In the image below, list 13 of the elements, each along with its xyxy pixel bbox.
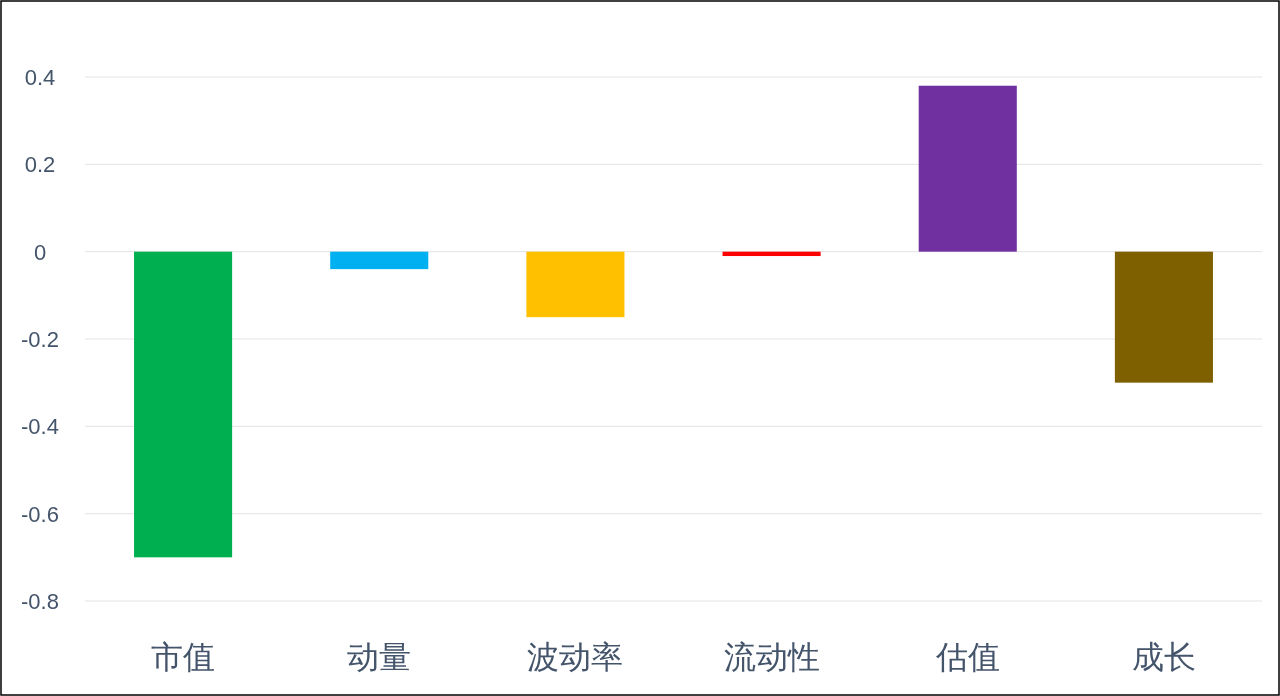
x-tick-label: 成长	[1131, 639, 1196, 675]
y-tick-label: 0.4	[24, 65, 56, 90]
x-tick-label: 流动性	[723, 639, 820, 675]
y-tick-label: -0.4	[21, 414, 59, 440]
y-tick-label: 0	[33, 239, 47, 265]
y-tick-label: -0.2	[21, 327, 59, 352]
y-tick-label: -0.8	[21, 589, 59, 614]
y-tick-label: 0.2	[24, 152, 56, 178]
x-tick-label: 估值	[934, 639, 1000, 675]
x-tick-label: 动量	[347, 639, 412, 675]
y-tick-label: -0.6	[21, 501, 59, 527]
x-tick-label: 波动率	[527, 639, 624, 675]
x-tick-label: 市值	[151, 639, 216, 675]
